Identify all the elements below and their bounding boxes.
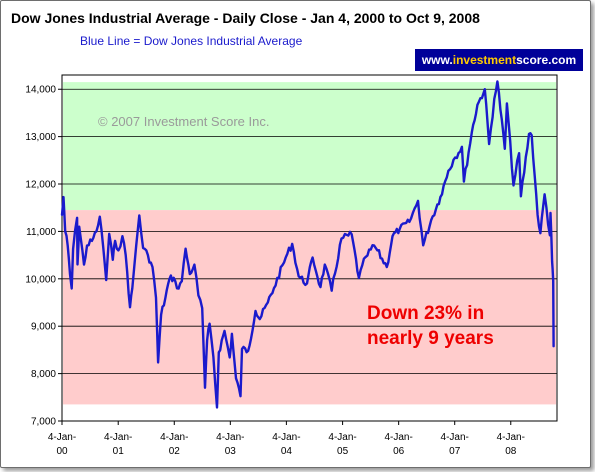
x-tick-label-line1: 4-Jan- (272, 432, 300, 443)
x-tick-label-line2: 04 (281, 446, 293, 457)
x-tick-label-line1: 4-Jan- (328, 432, 356, 443)
x-tick-label-line1: 4-Jan- (216, 432, 244, 443)
x-tick-label-line2: 03 (225, 446, 237, 457)
y-tick-label: 7,000 (31, 417, 56, 428)
x-tick-label-line1: 4-Jan- (497, 432, 525, 443)
y-tick-label: 11,000 (26, 227, 56, 238)
badge-suffix: .com (548, 53, 576, 67)
x-tick-label-line2: 08 (505, 446, 517, 457)
band-0 (63, 82, 556, 211)
y-tick-label: 10,000 (25, 274, 56, 285)
y-tick-label: 13,000 (25, 132, 56, 143)
y-axis: 7,000 8,000 9,000 10,000 11,000 12,000 13,000 1… (25, 85, 62, 428)
x-tick-label-line2: 07 (449, 446, 461, 457)
background-bands (63, 82, 556, 405)
x-tick-label-line2: 01 (113, 446, 125, 457)
watermark-text: © 2007 Investment Score Inc. (98, 114, 269, 129)
x-tick-label-line2: 00 (56, 446, 68, 457)
plot-border (61, 74, 558, 422)
x-axis: 4-Jan- 00 4-Jan- 01 4-Jan- 02 4-Jan- 03 4-Jan- 04… (48, 421, 525, 457)
x-tick-label-line1: 4-Jan- (104, 432, 132, 443)
badge-background (415, 49, 583, 71)
badge-brand-b: score (516, 53, 548, 67)
badge-prefix: www. (421, 53, 453, 67)
x-tick-label-line1: 4-Jan- (160, 432, 188, 443)
band-1 (63, 210, 556, 405)
x-tick-label-line2: 06 (393, 446, 405, 457)
y-tick-label: 14,000 (25, 85, 56, 96)
chart-svg: Dow Jones Industrial Average - Daily Clo… (11, 10, 583, 457)
website-badge: www.investmentscore.com (415, 49, 583, 71)
chart-title: Dow Jones Industrial Average - Daily Clo… (11, 10, 480, 26)
annotation-line-2: nearly 9 years (367, 328, 494, 349)
y-tick-label: 8,000 (31, 369, 56, 380)
x-tick-label-line1: 4-Jan- (48, 432, 76, 443)
x-tick-label-line1: 4-Jan- (441, 432, 469, 443)
y-tick-label: 12,000 (25, 180, 56, 191)
x-tick-label-line1: 4-Jan- (384, 432, 412, 443)
annotation-line-1: Down 23% in (367, 303, 484, 324)
svg-text:www.investmentscore.com: www.investmentscore.com (421, 53, 576, 67)
legend-text: Blue Line = Dow Jones Industrial Average (80, 34, 303, 48)
badge-brand-a: investment (453, 53, 516, 67)
x-tick-label-line2: 02 (169, 446, 181, 457)
y-tick-label: 9,000 (31, 322, 56, 333)
grid-lines (62, 88, 557, 375)
series-line-dow-jones (60, 80, 555, 409)
x-tick-label-line2: 05 (337, 446, 349, 457)
